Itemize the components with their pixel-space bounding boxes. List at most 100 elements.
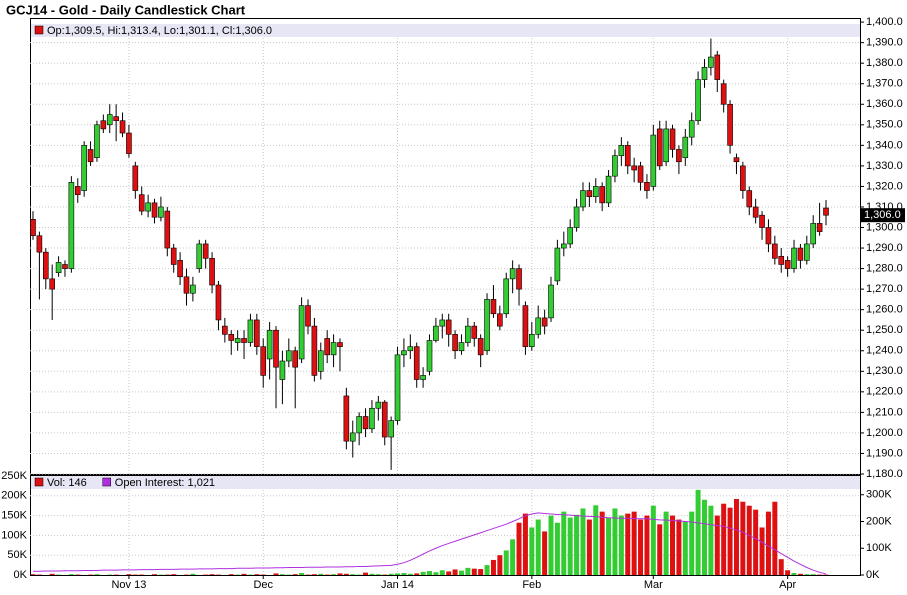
candle-body: [605, 175, 612, 204]
candle-body: [369, 407, 375, 430]
volume-bar: [682, 521, 688, 575]
volume-bar: [126, 574, 132, 575]
candle-body: [190, 284, 196, 294]
volume-bar: [574, 514, 580, 575]
last-price-tag: [861, 208, 905, 223]
volume-bar: [727, 507, 733, 575]
volume-bar: [695, 489, 701, 575]
candle-body: [413, 346, 420, 380]
candle-body: [663, 128, 669, 163]
volume-bar: [30, 574, 36, 575]
legend-label: Vol: 146: [47, 477, 87, 489]
volume-bar: [663, 511, 669, 575]
y-tick-label: 1,280.0: [866, 263, 903, 275]
candle-body: [567, 227, 573, 245]
candle-body: [548, 284, 554, 319]
candle-body: [286, 350, 292, 362]
y-tick-label: 1,260.0: [866, 304, 903, 316]
volume-bar: [746, 505, 752, 575]
volume-bar: [452, 569, 458, 575]
volume-frame: [30, 475, 861, 576]
candle-body: [529, 334, 535, 347]
y-tick-label: 1,400.0: [866, 16, 903, 28]
candle-body: [317, 350, 324, 372]
candle-body: [752, 206, 759, 218]
volume-bar: [49, 573, 55, 575]
y-tick-label: 200K: [1, 490, 27, 502]
candle-body: [362, 416, 369, 430]
volume-bar: [785, 570, 791, 575]
candle-body: [113, 116, 119, 122]
volume-bar: [465, 567, 471, 575]
candle-body: [759, 214, 765, 228]
y-tick-label: 1,330.0: [866, 160, 903, 172]
candle-body: [586, 190, 593, 198]
candle-body: [465, 325, 471, 343]
candle-body: [708, 56, 714, 68]
candle-body: [477, 338, 484, 356]
volume-bar: [554, 522, 560, 575]
candle-body: [484, 299, 490, 352]
y-tick-label: 250K: [1, 470, 27, 482]
candle-body: [407, 346, 414, 352]
candle-body: [36, 235, 43, 253]
volume-bar: [759, 527, 765, 575]
legend-label: Open Interest: 1,021: [115, 477, 215, 489]
y-tick-label: 1,220.0: [866, 386, 903, 398]
candle-body: [599, 186, 605, 204]
volume-bar: [292, 574, 298, 575]
candle-body: [279, 360, 286, 380]
volume-bar: [599, 511, 605, 575]
volume-bar: [618, 515, 624, 575]
candle-body: [330, 342, 337, 356]
candle-body: [676, 149, 682, 163]
volume-bar: [638, 519, 644, 575]
candle-body: [503, 278, 510, 315]
y-tick-label: 1,320.0: [866, 180, 903, 192]
candle-body: [682, 136, 689, 158]
candle-body: [209, 258, 215, 286]
candle-body: [516, 268, 522, 290]
volume-bar: [708, 505, 714, 575]
candle-body: [375, 401, 382, 409]
volume-bar: [388, 573, 394, 575]
y-tick-label: 1,370.0: [866, 78, 903, 90]
volume-bar: [625, 513, 631, 575]
y-tick-label: 1,230.0: [866, 365, 903, 377]
volume-bar: [503, 550, 509, 575]
candle-body: [580, 190, 586, 208]
legend-swatch: [102, 477, 112, 487]
volume-bar: [535, 519, 541, 575]
price-frame: [30, 18, 861, 475]
y2-tick-label: 0K: [866, 569, 880, 581]
candle-body: [215, 284, 222, 321]
legend-bar: [31, 476, 860, 489]
candle-body: [509, 268, 516, 280]
candle-body: [618, 145, 625, 156]
y-tick-label: 100K: [1, 529, 27, 541]
candle-body: [804, 243, 810, 261]
candle-body: [592, 186, 599, 198]
candle-body: [765, 227, 772, 245]
candle-body: [42, 251, 49, 280]
volume-bar: [401, 573, 407, 575]
volume-bar: [567, 517, 573, 575]
legend-bar: [31, 24, 860, 37]
candle-body: [343, 395, 350, 442]
candle-body: [720, 83, 727, 105]
candle-body: [228, 334, 235, 341]
y-tick-label: 1,210.0: [866, 406, 903, 418]
candle-body: [695, 79, 701, 122]
candle-body: [816, 223, 823, 232]
volume-bar: [427, 571, 432, 575]
candle-body: [701, 66, 708, 80]
legend-swatch: [34, 25, 44, 35]
x-tick-label: Feb: [522, 579, 541, 591]
volume-bar: [542, 531, 548, 575]
candle-body: [420, 375, 426, 380]
candle-body: [132, 165, 139, 191]
candle-body: [714, 54, 721, 80]
volume-bar: [721, 503, 727, 575]
